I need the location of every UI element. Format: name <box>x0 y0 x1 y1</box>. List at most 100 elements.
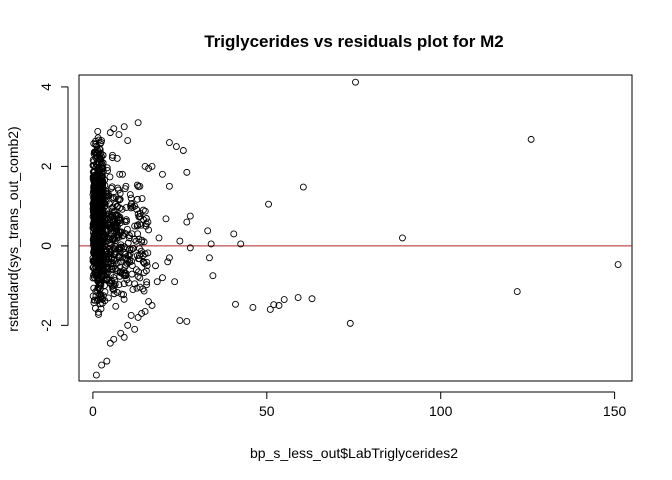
data-point <box>90 209 98 217</box>
data-point <box>101 220 109 228</box>
data-point <box>266 306 274 313</box>
data-point <box>98 169 106 177</box>
data-point <box>128 200 136 207</box>
data-point <box>308 295 316 303</box>
data-points <box>89 78 622 379</box>
data-point <box>96 258 104 265</box>
data-point <box>299 183 307 191</box>
data-point <box>97 305 105 313</box>
data-point <box>143 281 151 289</box>
data-point <box>183 218 191 226</box>
data-point <box>124 321 132 329</box>
data-point <box>140 216 148 224</box>
data-point <box>123 225 131 233</box>
data-point <box>109 235 117 243</box>
data-point <box>108 154 116 162</box>
data-point <box>110 286 118 294</box>
data-point <box>94 296 102 304</box>
data-point <box>122 204 130 212</box>
data-point <box>138 309 146 317</box>
data-point <box>89 292 97 300</box>
x-axis: 0 50 100 150 <box>89 391 627 419</box>
data-point <box>115 281 123 289</box>
data-point <box>101 288 109 296</box>
data-point <box>117 329 125 337</box>
data-point <box>106 129 114 137</box>
data-point <box>116 195 124 203</box>
data-point <box>145 164 153 172</box>
data-point <box>107 270 115 278</box>
data-point <box>93 268 101 276</box>
data-point <box>102 237 110 245</box>
data-point <box>112 212 119 220</box>
data-point <box>275 302 283 309</box>
data-point <box>165 182 173 190</box>
data-point <box>95 163 103 171</box>
data-point <box>132 266 140 274</box>
data-point <box>120 266 128 274</box>
data-point <box>186 244 194 252</box>
data-point <box>346 319 354 327</box>
data-point <box>92 141 100 148</box>
data-point <box>108 204 116 212</box>
data-point <box>118 205 126 213</box>
data-point <box>112 193 120 201</box>
data-point <box>230 230 238 238</box>
data-point <box>614 261 622 269</box>
y-axis: -2 0 2 4 <box>38 83 69 332</box>
data-point <box>127 246 135 254</box>
data-point <box>137 221 145 229</box>
data-point <box>115 186 122 194</box>
data-point <box>140 258 148 266</box>
data-point <box>186 212 194 220</box>
data-point <box>140 238 148 246</box>
data-point <box>99 292 107 299</box>
data-point <box>165 139 173 147</box>
data-point <box>142 267 150 275</box>
data-point <box>352 78 359 86</box>
data-point <box>106 173 114 181</box>
data-point <box>91 304 99 312</box>
data-point <box>176 317 184 325</box>
data-point <box>136 182 144 190</box>
data-point <box>91 190 99 198</box>
data-point <box>113 289 121 296</box>
data-point <box>92 182 100 190</box>
data-point <box>103 164 111 172</box>
data-point <box>112 223 120 231</box>
data-point <box>119 232 127 240</box>
data-point <box>118 290 125 298</box>
data-point <box>122 182 130 190</box>
data-point <box>92 371 100 379</box>
data-point <box>91 174 99 182</box>
data-point <box>128 270 136 278</box>
data-point <box>139 206 147 214</box>
data-point <box>115 214 123 222</box>
data-point <box>280 296 288 303</box>
chart-title: Triglycerides vs residuals plot for M2 <box>204 32 504 51</box>
data-point <box>115 231 123 239</box>
data-point <box>112 302 120 310</box>
data-point <box>111 223 119 231</box>
data-point <box>138 195 146 202</box>
data-point <box>94 229 102 237</box>
data-point <box>265 200 273 208</box>
data-point <box>127 194 135 202</box>
data-point <box>135 268 142 276</box>
data-point <box>145 226 153 234</box>
data-point <box>102 210 110 218</box>
data-point <box>109 203 117 211</box>
data-point <box>116 217 124 225</box>
data-point <box>128 262 136 270</box>
data-point <box>171 278 179 286</box>
data-point <box>179 147 187 154</box>
data-point <box>131 222 139 230</box>
data-point <box>207 240 215 248</box>
data-point <box>183 317 191 325</box>
data-point <box>92 148 100 156</box>
data-point <box>89 156 97 164</box>
data-point <box>100 203 108 211</box>
data-point <box>137 250 145 258</box>
data-point <box>110 282 118 289</box>
